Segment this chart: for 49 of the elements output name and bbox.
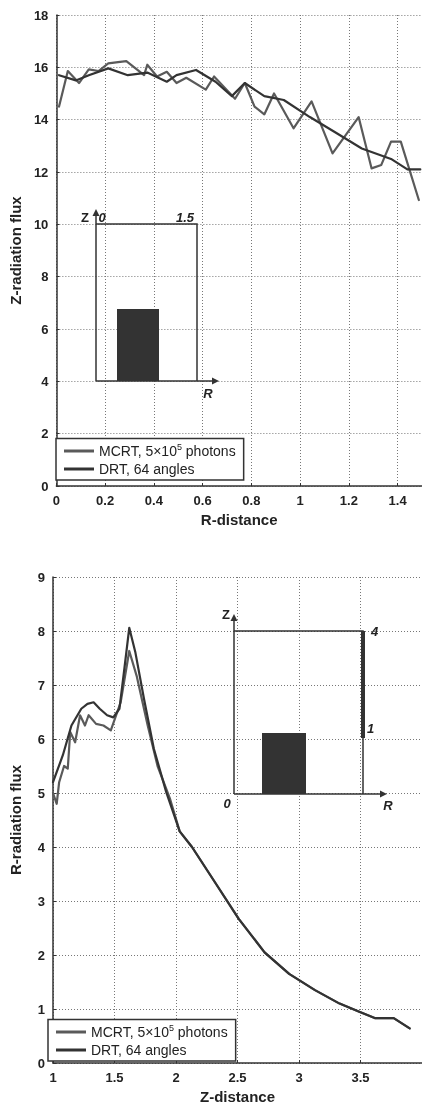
annotation: 0 xyxy=(223,796,232,811)
x-tick-label: 3.5 xyxy=(351,1070,370,1085)
y-tick-label: 9 xyxy=(37,569,45,585)
line-series xyxy=(57,59,420,202)
x-axis-title: R-distance xyxy=(200,511,278,528)
x-tick-label: 1.5 xyxy=(105,1070,124,1085)
y-tick-label: 10 xyxy=(33,216,49,232)
x-tick-label: 0.8 xyxy=(242,493,261,508)
y-tick-label: 0 xyxy=(41,478,49,494)
y-tick-label: 4 xyxy=(41,373,50,389)
y-tick-label: 14 xyxy=(33,112,50,128)
y-tick-label: 5 xyxy=(37,785,45,801)
x-tick-label: 3 xyxy=(295,1070,303,1085)
y-tick-label: 8 xyxy=(37,623,45,639)
y-tick-label: 12 xyxy=(33,164,49,180)
y-tick-label: 18 xyxy=(33,7,49,23)
x-axis-title: Z-distance xyxy=(199,1088,276,1105)
x-tick-label: 1.4 xyxy=(388,493,408,508)
x-tick-label: 0.2 xyxy=(96,493,115,508)
annotation: R xyxy=(383,798,394,813)
legend-label: DRT, 64 angles xyxy=(99,461,195,477)
annotation: Z xyxy=(222,607,231,622)
x-tick-label: 0 xyxy=(52,493,60,508)
annotation: R xyxy=(203,386,214,401)
x-tick-label: 1 xyxy=(296,493,304,508)
y-tick-label: 8 xyxy=(41,269,49,285)
x-tick-label: 0.6 xyxy=(193,493,212,508)
y-tick-label: 7 xyxy=(37,677,45,693)
y-tick-label: 16 xyxy=(33,59,49,75)
annotation: 4 xyxy=(370,624,379,639)
y-tick-label: 6 xyxy=(37,731,45,747)
x-tick-label: 1.2 xyxy=(339,493,358,508)
y-tick-label: 6 xyxy=(41,321,49,337)
x-tick-label: 0.4 xyxy=(144,493,164,508)
annotation: Z xyxy=(81,210,90,225)
y-tick-label: 2 xyxy=(41,426,49,442)
annotation: 0 xyxy=(98,210,107,225)
y-axis-title: R-radiation flux xyxy=(7,764,24,876)
x-tick-label: 2.5 xyxy=(228,1070,247,1085)
y-tick-label: 4 xyxy=(37,839,46,855)
annotation: 1.5 xyxy=(175,210,195,225)
y-tick-label: 3 xyxy=(37,893,45,909)
annotation: 1 xyxy=(367,721,375,736)
y-tick-label: 0 xyxy=(37,1055,45,1071)
x-tick-label: 2 xyxy=(172,1070,180,1085)
y-tick-label: 1 xyxy=(37,1001,45,1017)
y-axis-title: Z-radiation flux xyxy=(7,195,24,305)
legend-label: DRT, 64 angles xyxy=(91,1042,187,1058)
y-tick-label: 2 xyxy=(37,947,45,963)
